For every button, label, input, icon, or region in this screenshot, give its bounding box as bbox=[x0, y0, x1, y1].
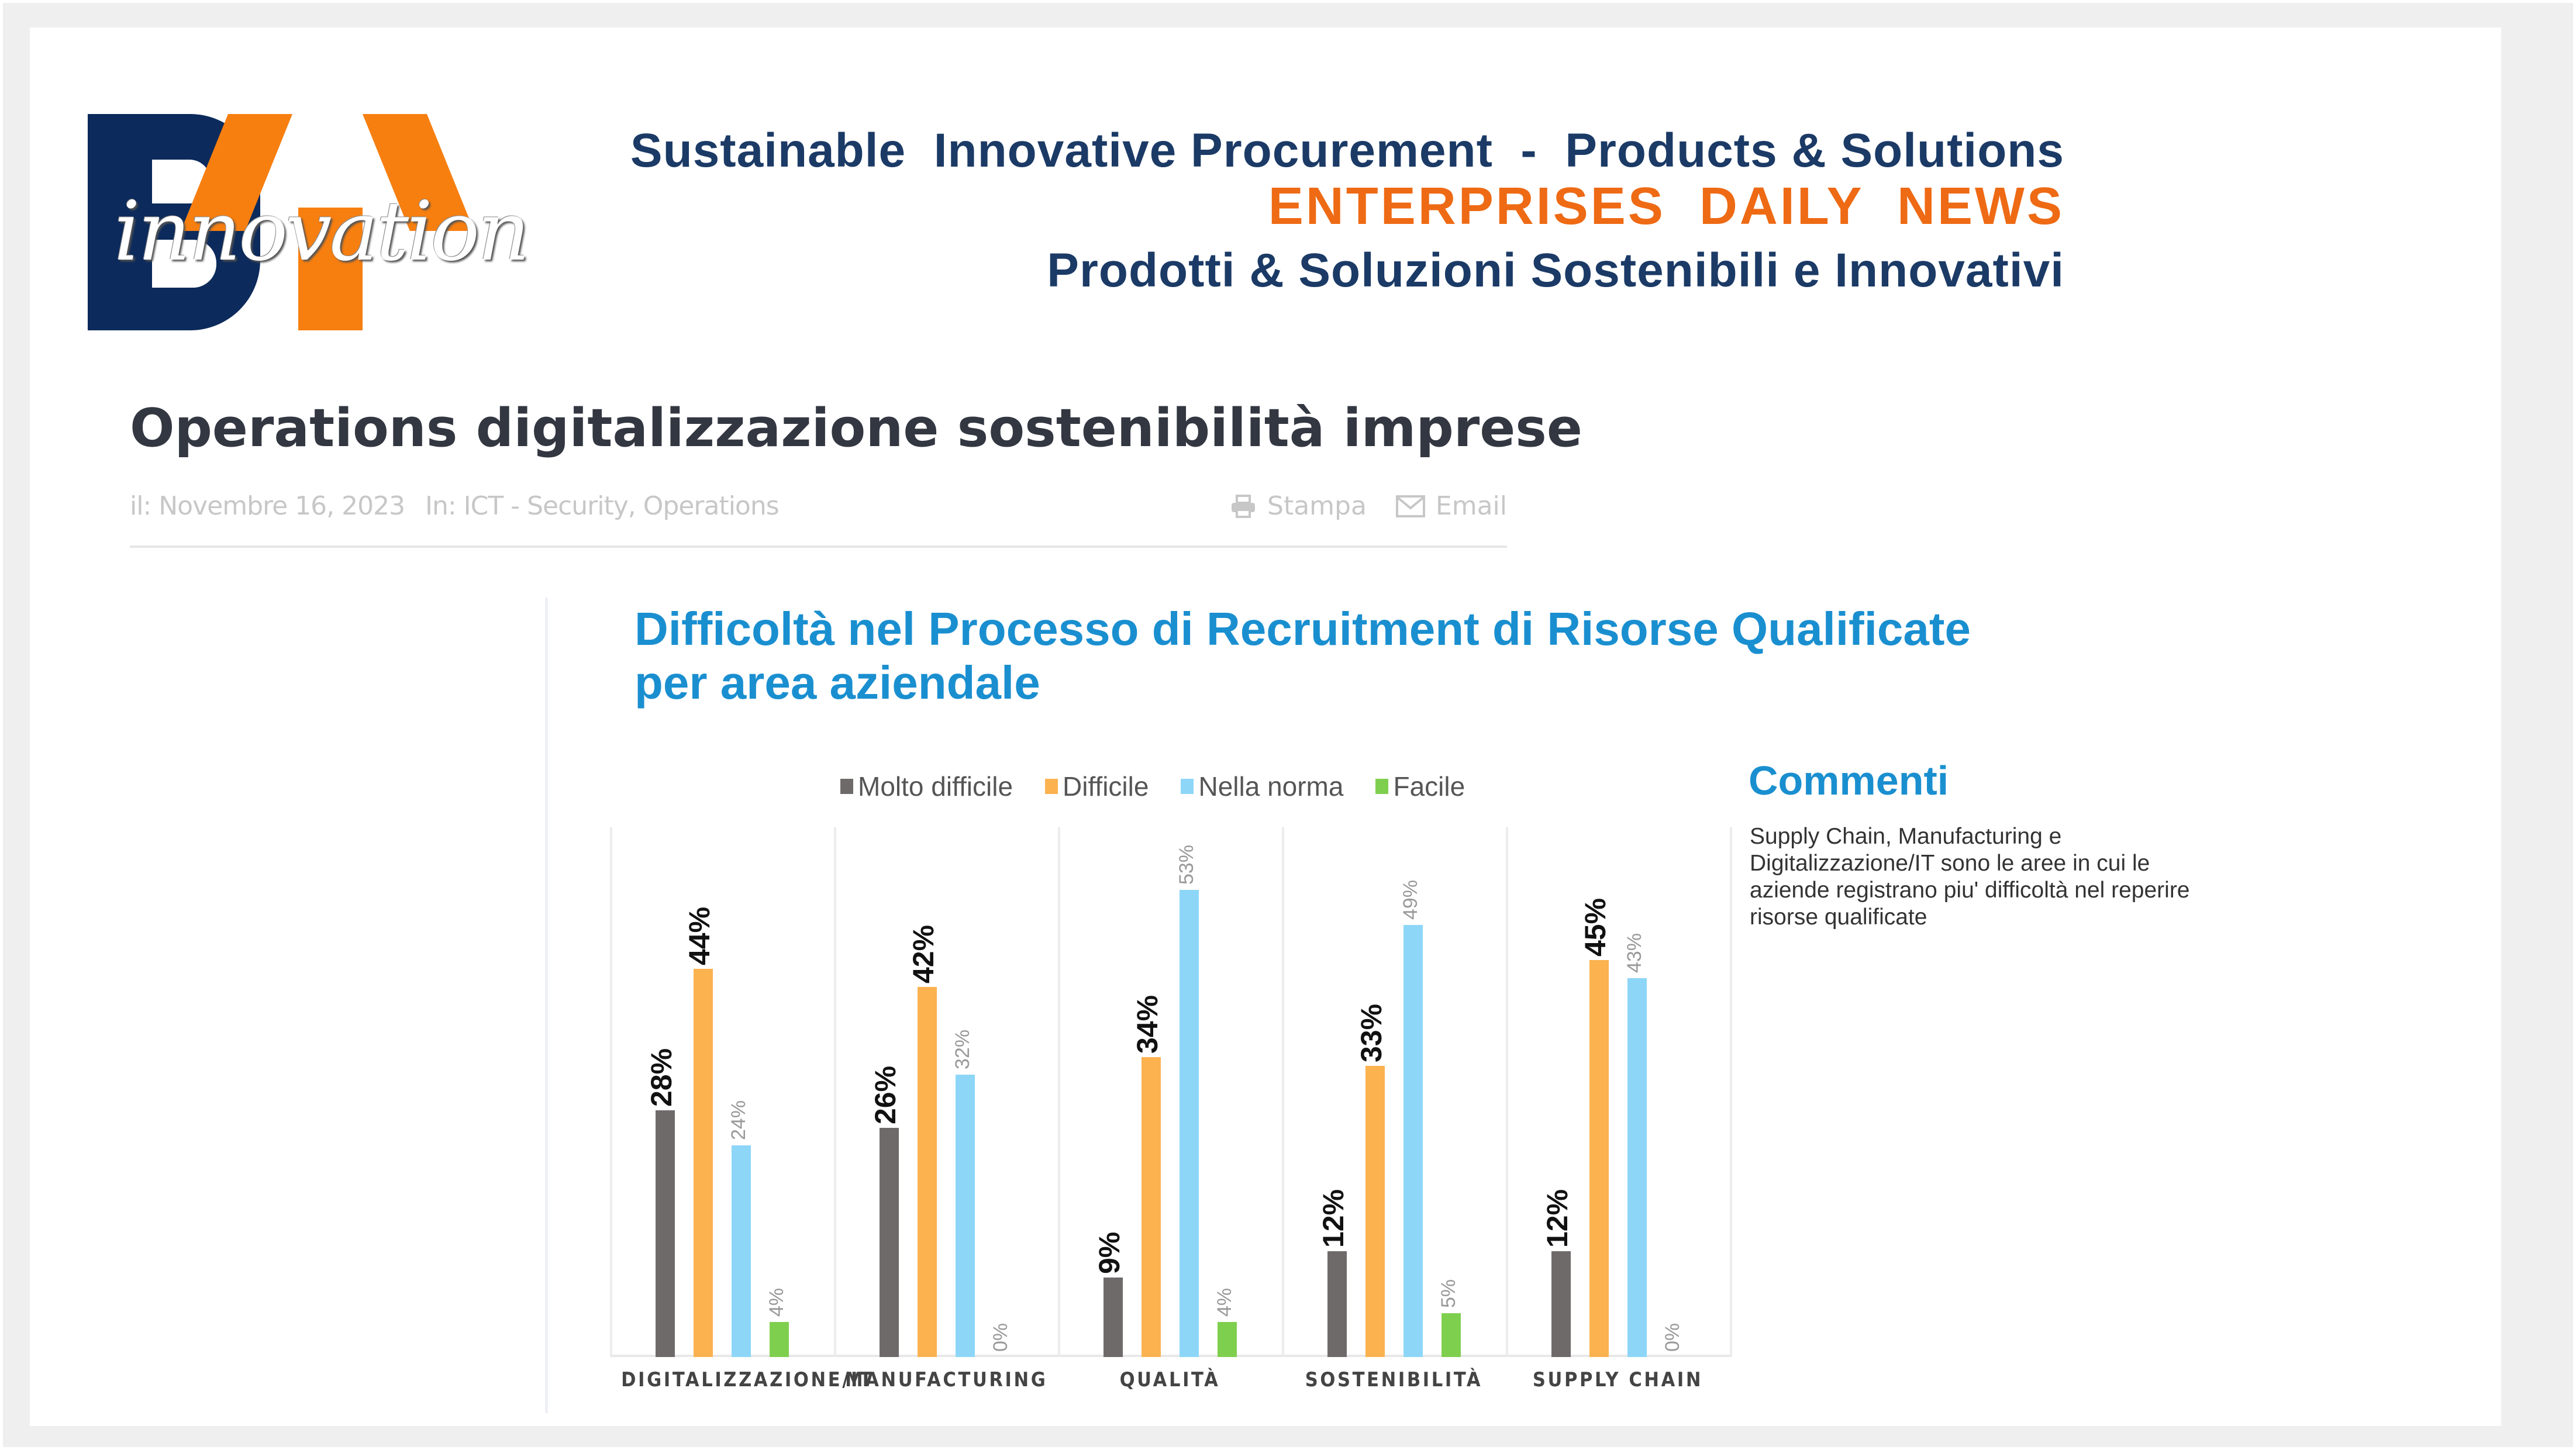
bar-value-label: 28% bbox=[645, 1048, 678, 1107]
chart-title: Difficoltà nel Processo di Recruitment d… bbox=[634, 602, 1971, 710]
category-label: MANUFACTURING bbox=[845, 1368, 1048, 1392]
bar-facile bbox=[1218, 1322, 1237, 1357]
print-button[interactable]: Stampa bbox=[1230, 491, 1367, 521]
bar-value-label: 12% bbox=[1541, 1189, 1574, 1248]
bar-value-label: 0% bbox=[989, 1323, 1012, 1352]
bar-value-label: 0% bbox=[1661, 1323, 1684, 1352]
tagline-line-1: Sustainable Innovative Procurement - Pro… bbox=[630, 124, 2064, 177]
bar-value-label: 9% bbox=[1093, 1231, 1126, 1274]
site-logo[interactable]: innovation bbox=[88, 114, 532, 336]
bar-value-label: 53% bbox=[1175, 844, 1198, 885]
print-label: Stampa bbox=[1267, 491, 1367, 521]
meta-divider bbox=[130, 546, 1507, 548]
tagline-line-3: Prodotti & Soluzioni Sostenibili e Innov… bbox=[1047, 244, 2064, 297]
bar-difficile bbox=[1365, 1066, 1385, 1357]
bar-difficile bbox=[1142, 1057, 1161, 1357]
article-categories[interactable]: In: ICT - Security, Operations bbox=[425, 491, 780, 521]
comments-body: Supply Chain, Manufacturing e Digitalizz… bbox=[1750, 824, 2190, 930]
group-divider bbox=[1282, 827, 1284, 1357]
article-title: Operations digitalizzazione sostenibilit… bbox=[130, 398, 1582, 459]
chart-baseline bbox=[610, 1355, 1730, 1357]
group-divider bbox=[1058, 827, 1060, 1357]
legend-label: Molto difficile bbox=[858, 771, 1013, 802]
bar-chart-plot: 28% 44% 24% 4% 26% 42% 32% 0% 9% 34% 53% 4% 12% 33% 49… bbox=[610, 827, 1732, 1357]
bar-value-label: 4% bbox=[1213, 1287, 1236, 1317]
bar-nella-norma bbox=[732, 1145, 751, 1357]
bar-nella-norma bbox=[956, 1075, 975, 1357]
bar-molto-difficile bbox=[1551, 1251, 1571, 1357]
bar-nella-norma bbox=[1627, 978, 1647, 1357]
chart-title-line-1: Difficoltà nel Processo di Recruitment d… bbox=[634, 603, 1971, 655]
bar-value-label: 45% bbox=[1579, 897, 1612, 957]
email-button[interactable]: Email bbox=[1395, 491, 1507, 521]
tagline-line-2: ENTERPRISES DAILY NEWS bbox=[1268, 177, 2064, 236]
chart-title-line-2: per area aziendale bbox=[634, 657, 1040, 709]
legend-swatch bbox=[1181, 779, 1194, 794]
bar-nella-norma bbox=[1180, 890, 1199, 1357]
legend-item-molto-difficile: Molto difficile bbox=[840, 771, 1013, 802]
group-divider bbox=[1506, 827, 1508, 1357]
printer-icon bbox=[1232, 494, 1256, 518]
bar-molto-difficile bbox=[656, 1110, 675, 1357]
bar-difficile bbox=[1589, 960, 1609, 1357]
bar-difficile bbox=[694, 969, 713, 1357]
legend-item-difficile: Difficile bbox=[1045, 771, 1149, 802]
logo-letter-y-stem bbox=[298, 208, 363, 330]
bar-molto-difficile bbox=[1327, 1251, 1347, 1357]
category-label: SOSTENIBILITÀ bbox=[1305, 1368, 1483, 1392]
bar-value-label: 24% bbox=[727, 1100, 750, 1140]
group-divider bbox=[610, 827, 612, 1357]
bar-value-label: 26% bbox=[869, 1065, 902, 1124]
bar-value-label: 33% bbox=[1355, 1003, 1388, 1062]
article-actions: Stampa Email bbox=[1230, 491, 1507, 521]
category-label: SUPPLY CHAIN bbox=[1532, 1368, 1703, 1392]
bar-facile bbox=[1442, 1313, 1461, 1357]
bar-value-label: 32% bbox=[951, 1029, 974, 1069]
bar-value-label: 49% bbox=[1399, 879, 1422, 920]
logo-script-text: innovation bbox=[114, 184, 530, 279]
bar-difficile bbox=[918, 987, 937, 1357]
group-divider bbox=[834, 827, 836, 1357]
category-label: DIGITALIZZAZIONE/IT bbox=[621, 1368, 874, 1392]
header-tagline: Sustainable Innovative Procurement - Pro… bbox=[630, 127, 2064, 303]
bar-molto-difficile bbox=[880, 1128, 899, 1357]
bar-molto-difficile bbox=[1103, 1278, 1123, 1357]
legend-label: Difficile bbox=[1063, 771, 1149, 802]
bar-facile bbox=[770, 1322, 789, 1357]
chart-legend: Molto difficile Difficile Nella norma Fa… bbox=[840, 771, 1465, 802]
article-date: il: Novembre 16, 2023 bbox=[130, 491, 405, 521]
legend-swatch bbox=[1375, 779, 1389, 794]
bar-value-label: 42% bbox=[907, 924, 940, 983]
group-divider bbox=[1730, 827, 1732, 1357]
envelope-icon bbox=[1395, 495, 1425, 517]
legend-label: Nella norma bbox=[1198, 771, 1344, 802]
bar-value-label: 4% bbox=[765, 1287, 788, 1317]
category-label: QUALITÀ bbox=[1119, 1368, 1220, 1392]
bar-value-label: 43% bbox=[1623, 933, 1646, 973]
bar-value-label: 5% bbox=[1437, 1279, 1460, 1308]
bar-value-label: 34% bbox=[1131, 995, 1164, 1054]
comments-title: Commenti bbox=[1749, 758, 1949, 803]
bar-nella-norma bbox=[1403, 925, 1423, 1357]
bar-value-label: 12% bbox=[1317, 1189, 1350, 1248]
legend-item-nella-norma: Nella norma bbox=[1181, 771, 1343, 802]
logo-b-counter-bottom bbox=[152, 240, 216, 288]
bar-value-label: 44% bbox=[683, 906, 716, 965]
article-meta: il: Novembre 16, 2023 In: ICT - Security… bbox=[130, 491, 1507, 526]
legend-swatch bbox=[840, 779, 853, 794]
legend-label: Facile bbox=[1393, 771, 1465, 802]
email-label: Email bbox=[1435, 491, 1507, 521]
legend-item-facile: Facile bbox=[1375, 771, 1465, 802]
legend-swatch bbox=[1045, 779, 1058, 794]
